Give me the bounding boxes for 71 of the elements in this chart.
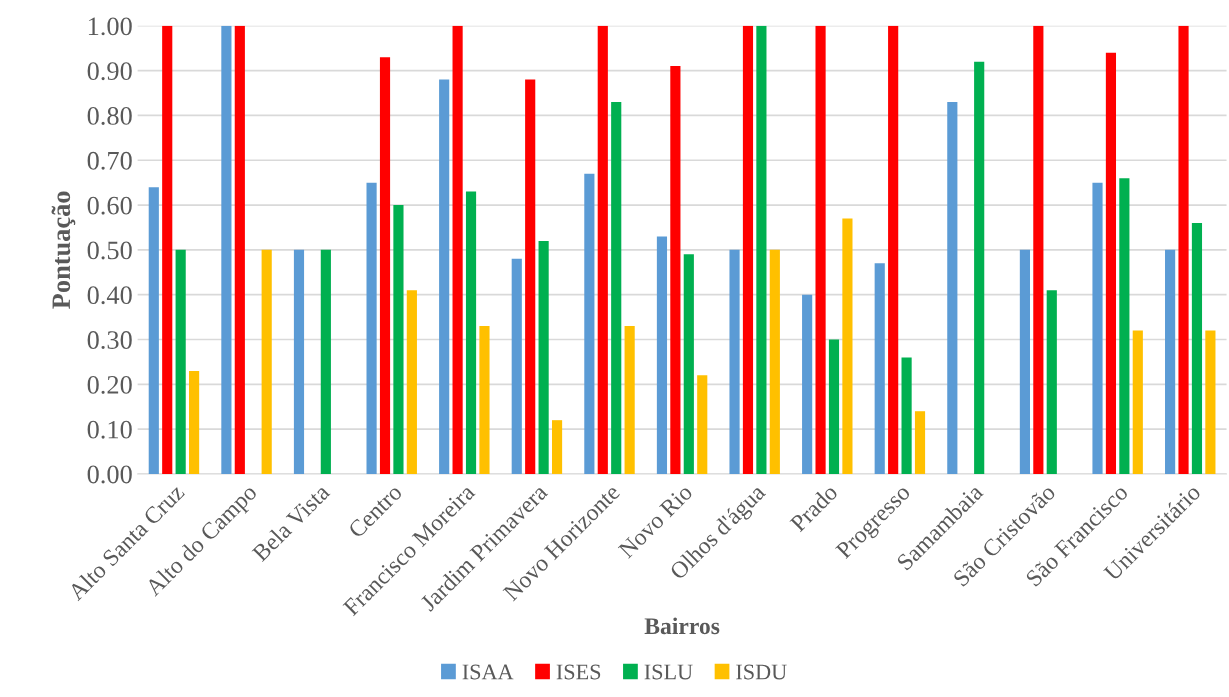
bar [525, 79, 536, 474]
bar [769, 249, 780, 474]
bar [1105, 52, 1117, 474]
bar [683, 254, 694, 474]
bar [874, 263, 885, 474]
bar [366, 182, 377, 474]
bar [1165, 249, 1176, 474]
legend-label: ISES [556, 664, 601, 680]
y-tick-label: 0.40 [87, 286, 132, 305]
bar [842, 218, 853, 474]
bar [1205, 330, 1216, 474]
y-tick-label: 0.20 [87, 375, 132, 394]
y-tick-label: 0.50 [87, 241, 132, 260]
bar [479, 326, 490, 474]
bar [597, 25, 608, 474]
bar [439, 79, 450, 474]
bar [697, 375, 708, 474]
bar [901, 357, 912, 474]
y-tick-label: 1.00 [88, 17, 132, 36]
y-tick-label: 0.60 [87, 196, 132, 215]
bar [1092, 182, 1103, 474]
bar [947, 101, 958, 474]
y-tick-label: 0.90 [87, 62, 132, 81]
bar [1019, 249, 1030, 474]
bar [624, 326, 635, 474]
bar [656, 236, 668, 474]
bar [189, 370, 200, 474]
bar [1132, 330, 1143, 474]
bar [1033, 25, 1044, 474]
bar [584, 173, 595, 474]
bar [465, 191, 477, 474]
y-tick-label: 0.30 [87, 331, 132, 350]
bar [1046, 290, 1057, 474]
bar [261, 249, 272, 474]
bar [234, 25, 245, 474]
bar [815, 25, 826, 474]
bar [1178, 25, 1189, 474]
bar [452, 25, 463, 474]
legend-label: ISLU [644, 664, 693, 680]
bar [162, 25, 173, 474]
bar [320, 249, 331, 474]
bar [742, 25, 754, 474]
bar [729, 249, 740, 474]
bar [888, 25, 899, 474]
bar [802, 294, 813, 474]
bar [914, 411, 926, 474]
bar [828, 339, 840, 474]
y-axis-title: Pontuação [51, 191, 76, 309]
y-tick-label: 0.00 [87, 465, 132, 484]
bar [406, 290, 417, 474]
legend-label: ISAA [462, 664, 514, 680]
y-tick-label: 0.70 [87, 151, 132, 170]
y-tick-label: 0.80 [87, 107, 132, 125]
bar [175, 249, 186, 474]
bar [511, 258, 522, 474]
y-tick-label: 0.10 [87, 420, 132, 439]
bar [538, 240, 549, 474]
bar [293, 249, 305, 474]
bar [611, 101, 622, 474]
bar [1119, 178, 1130, 474]
x-axis-title: Bairros [644, 617, 720, 635]
bar [379, 57, 391, 474]
bar [974, 61, 985, 474]
bar [1191, 222, 1203, 474]
bar [756, 25, 767, 474]
bar [148, 187, 159, 474]
legend-label: ISDU [736, 664, 787, 680]
bar [393, 205, 404, 474]
bar [670, 66, 681, 474]
bar [221, 25, 232, 474]
bar [551, 420, 563, 474]
